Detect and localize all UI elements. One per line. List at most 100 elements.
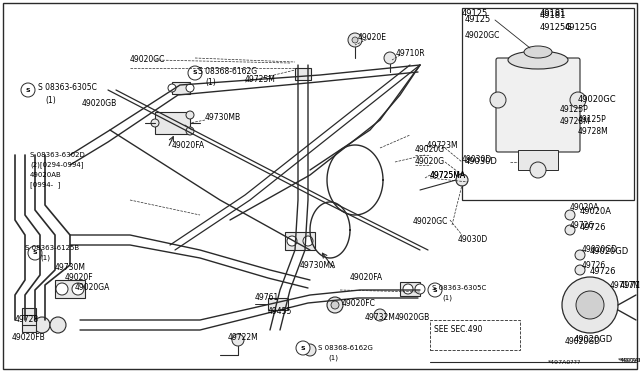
Text: 49181: 49181 xyxy=(540,10,566,19)
Circle shape xyxy=(576,291,604,319)
Bar xyxy=(430,320,520,350)
Circle shape xyxy=(28,246,42,260)
Text: *497A0???: *497A0??? xyxy=(618,357,640,362)
Circle shape xyxy=(287,236,297,246)
Circle shape xyxy=(352,37,358,43)
Text: (1): (1) xyxy=(328,355,338,361)
Text: 49125G: 49125G xyxy=(540,23,573,32)
Circle shape xyxy=(327,297,343,313)
Text: 49020GD: 49020GD xyxy=(574,336,613,344)
Circle shape xyxy=(50,317,66,333)
Text: 49717M: 49717M xyxy=(620,280,640,289)
Text: 49020G: 49020G xyxy=(415,157,445,167)
Text: 49020A: 49020A xyxy=(570,203,600,212)
Circle shape xyxy=(296,341,310,355)
Circle shape xyxy=(384,52,396,64)
Text: 49125G: 49125G xyxy=(565,23,598,32)
Ellipse shape xyxy=(524,46,552,58)
Text: *497A0???: *497A0??? xyxy=(548,359,581,365)
Text: S: S xyxy=(26,87,30,93)
Text: 49020GD: 49020GD xyxy=(582,246,618,254)
Circle shape xyxy=(188,66,202,80)
Text: 49726: 49726 xyxy=(582,260,606,269)
Circle shape xyxy=(348,33,362,47)
Text: S 08368-6162G: S 08368-6162G xyxy=(318,345,373,351)
Text: S 08363-6302D: S 08363-6302D xyxy=(30,152,84,158)
Text: 49030D: 49030D xyxy=(462,155,492,164)
Text: 49020FA: 49020FA xyxy=(350,273,383,282)
Text: 49020GB: 49020GB xyxy=(82,99,117,108)
Text: 49020GA: 49020GA xyxy=(75,283,110,292)
Text: (1): (1) xyxy=(442,295,452,301)
Text: 49020GC: 49020GC xyxy=(465,31,500,39)
Text: 49726: 49726 xyxy=(570,221,595,230)
Bar xyxy=(55,280,85,298)
Text: -49723M: -49723M xyxy=(425,141,459,150)
Text: S: S xyxy=(33,250,37,256)
Circle shape xyxy=(331,301,339,309)
Circle shape xyxy=(403,284,413,294)
Bar xyxy=(400,282,420,296)
Text: S 08363-6125B: S 08363-6125B xyxy=(25,245,79,251)
Circle shape xyxy=(374,309,386,321)
FancyBboxPatch shape xyxy=(496,58,580,152)
Text: S 08368-6162G: S 08368-6162G xyxy=(198,67,257,76)
Circle shape xyxy=(456,174,468,186)
Text: 49717M: 49717M xyxy=(610,280,640,289)
Text: 49020FC: 49020FC xyxy=(342,298,376,308)
Text: SEE SEC.490: SEE SEC.490 xyxy=(434,326,483,334)
Text: 49020F: 49020F xyxy=(65,273,93,282)
Text: 49726: 49726 xyxy=(580,224,607,232)
Text: 49730MB: 49730MB xyxy=(205,113,241,122)
Circle shape xyxy=(168,84,176,92)
Circle shape xyxy=(21,83,35,97)
Text: 49730MA: 49730MA xyxy=(300,260,336,269)
Bar xyxy=(462,8,634,200)
Bar xyxy=(518,150,558,170)
Text: [0994-  ]: [0994- ] xyxy=(30,182,60,188)
Bar xyxy=(155,112,190,134)
Text: S 08363-6305C: S 08363-6305C xyxy=(38,83,97,93)
Circle shape xyxy=(575,250,585,260)
Ellipse shape xyxy=(508,51,568,69)
Circle shape xyxy=(34,317,50,333)
Text: 49730M: 49730M xyxy=(55,263,86,273)
Text: 49020GC: 49020GC xyxy=(578,96,616,105)
Circle shape xyxy=(428,283,442,297)
Bar xyxy=(295,68,311,80)
Text: 49020GC: 49020GC xyxy=(413,218,448,227)
Circle shape xyxy=(232,334,244,346)
Circle shape xyxy=(562,277,618,333)
Text: 49020A: 49020A xyxy=(580,208,612,217)
Text: (2)[0294-0994]: (2)[0294-0994] xyxy=(30,161,83,169)
Text: S: S xyxy=(193,71,197,76)
Circle shape xyxy=(151,119,159,127)
Circle shape xyxy=(303,236,313,246)
Text: 49728M: 49728M xyxy=(578,128,609,137)
Text: 49020GC: 49020GC xyxy=(130,55,165,64)
Text: 49020E: 49020E xyxy=(358,33,387,42)
Bar xyxy=(268,298,288,310)
Text: *497A0???: *497A0??? xyxy=(620,357,640,362)
Circle shape xyxy=(570,92,586,108)
Circle shape xyxy=(56,283,68,295)
Text: 49125: 49125 xyxy=(462,9,488,17)
Circle shape xyxy=(490,92,506,108)
Text: 49020FA: 49020FA xyxy=(172,141,205,150)
Text: 49732M: 49732M xyxy=(365,312,396,321)
Circle shape xyxy=(72,283,84,295)
Text: 49722M: 49722M xyxy=(228,334,259,343)
Circle shape xyxy=(304,344,316,356)
Bar xyxy=(285,232,315,250)
Text: 49125P: 49125P xyxy=(560,106,589,115)
Text: S: S xyxy=(301,346,305,350)
Text: 49020AB: 49020AB xyxy=(30,172,61,178)
Circle shape xyxy=(565,225,575,235)
Text: 49710R: 49710R xyxy=(396,48,426,58)
Circle shape xyxy=(186,84,194,92)
Text: 49020FB: 49020FB xyxy=(12,334,45,343)
Text: 49725MA: 49725MA xyxy=(430,170,466,180)
Circle shape xyxy=(186,111,194,119)
Text: 49725M: 49725M xyxy=(245,76,276,84)
Text: S: S xyxy=(433,288,437,292)
